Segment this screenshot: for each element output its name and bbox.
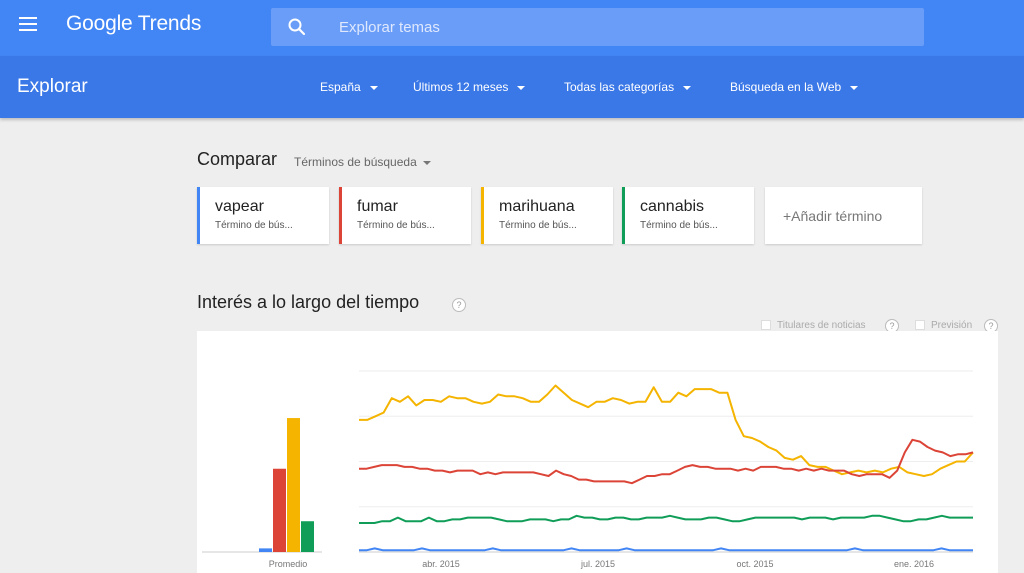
series-line-cannabis [359, 514, 973, 524]
news-headlines-label: Titulares de noticias [777, 320, 866, 331]
forecast-toggle[interactable]: Previsión [915, 320, 972, 331]
logo-trends-text: Trends [137, 12, 202, 35]
term-name: cannabis [640, 198, 705, 215]
interest-chart-svg: Promedio abr. 2015 jul. 2015 oct. 2015 ene. … [202, 370, 974, 569]
compare-type-dropdown[interactable]: Términos de búsqueda [294, 155, 431, 169]
search-input[interactable] [339, 8, 899, 46]
term-type: Término de bús... [640, 220, 718, 231]
term-card-marihuana[interactable]: marihuana Término de bús... [481, 187, 613, 244]
interest-over-time-title: Interés a lo largo del tiempo [197, 292, 420, 312]
average-label: Promedio [269, 559, 308, 569]
term-color-bar [622, 187, 625, 244]
search-type-filter[interactable]: Búsqueda en la Web [730, 80, 859, 94]
checkbox[interactable] [761, 320, 771, 331]
add-term-button[interactable]: +Añadir término [765, 187, 922, 244]
x-tick-label: oct. 2015 [736, 559, 773, 569]
hamburger-menu-icon[interactable] [19, 17, 37, 31]
term-color-bar [197, 187, 200, 244]
term-type: Término de bús... [215, 220, 293, 231]
logo-google-text: Google [66, 12, 133, 35]
region-filter[interactable]: España [320, 80, 378, 94]
compare-type-label: Términos de búsqueda [294, 155, 417, 169]
series-line-vapear [359, 547, 973, 552]
page-title: Explorar [17, 76, 88, 97]
term-color-bar [339, 187, 342, 244]
series-line-fumar [359, 438, 974, 485]
checkbox[interactable] [915, 320, 925, 331]
chevron-down-icon [850, 85, 859, 90]
time-filter[interactable]: Últimos 12 meses [413, 80, 526, 94]
compare-title: Comparar [197, 149, 278, 169]
google-trends-logo[interactable]: Google Trends [66, 12, 201, 36]
x-tick-label: ene. 2016 [894, 559, 934, 569]
region-filter-label: España [320, 80, 361, 94]
average-bar-marihuana [287, 418, 300, 552]
average-bar-fumar [273, 468, 286, 552]
term-card-vapear[interactable]: vapear Término de bús... [197, 187, 329, 244]
forecast-label: Previsión [931, 320, 973, 331]
search-type-filter-label: Búsqueda en la Web [730, 80, 842, 94]
interest-chart: Promedio abr. 2015 jul. 2015 oct. 2015 ene. … [197, 331, 998, 573]
category-filter-label: Todas las categorías [564, 80, 675, 94]
chevron-down-icon [517, 85, 526, 90]
category-filter[interactable]: Todas las categorías [564, 80, 692, 94]
average-bar-vapear [259, 548, 272, 552]
term-name: marihuana [499, 198, 575, 215]
x-tick-label: abr. 2015 [422, 559, 460, 569]
chevron-down-icon [422, 160, 431, 165]
search-icon[interactable] [287, 17, 307, 37]
term-type: Término de bús... [499, 220, 577, 231]
term-name: fumar [357, 198, 398, 215]
search-box[interactable] [271, 8, 924, 46]
x-tick-label: jul. 2015 [580, 559, 615, 569]
chevron-down-icon [683, 85, 692, 90]
term-color-bar [481, 187, 484, 244]
term-name: vapear [215, 198, 264, 215]
top-bar: Google Trends [0, 0, 1024, 56]
term-card-fumar[interactable]: fumar Término de bús... [339, 187, 471, 244]
add-term-label: +Añadir término [783, 208, 883, 224]
chevron-down-icon [369, 85, 378, 90]
explore-bar: Explorar España Últimos 12 meses Todas l… [0, 56, 1024, 118]
series-line-marihuana [359, 384, 974, 477]
help-icon[interactable]: ? [452, 298, 466, 312]
time-filter-label: Últimos 12 meses [413, 80, 509, 94]
term-card-cannabis[interactable]: cannabis Término de bús... [622, 187, 754, 244]
term-type: Término de bús... [357, 220, 435, 231]
average-bar-cannabis [301, 521, 314, 552]
news-headlines-toggle[interactable]: Titulares de noticias [761, 320, 866, 331]
